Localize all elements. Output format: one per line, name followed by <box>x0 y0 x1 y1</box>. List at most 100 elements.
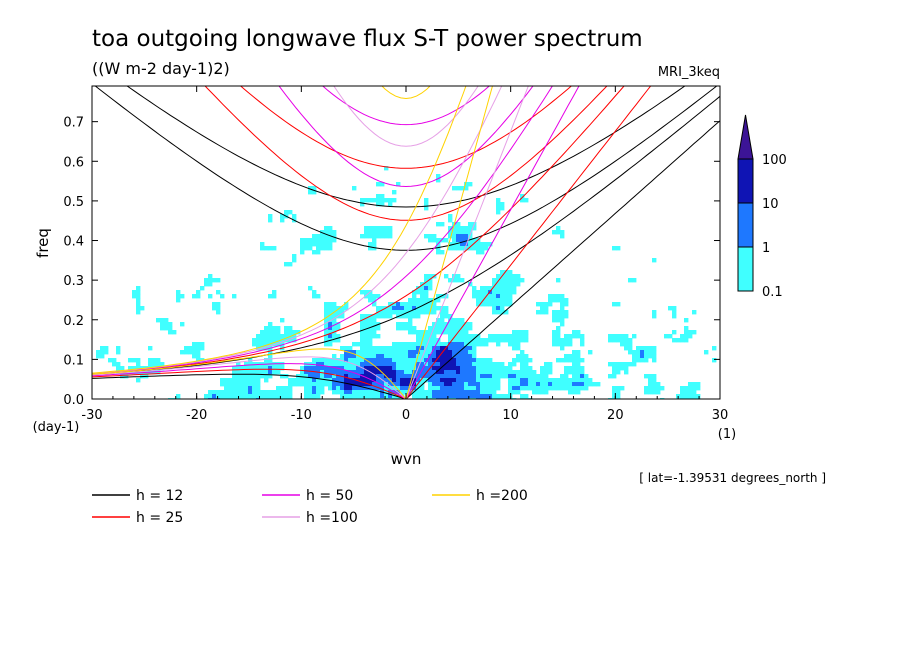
heatmap-cell <box>448 374 453 379</box>
heatmap-cell <box>368 234 373 239</box>
heatmap-cell <box>504 282 509 287</box>
heatmap-cell <box>428 362 433 367</box>
heatmap-cell <box>248 394 253 399</box>
heatmap-cell <box>420 362 425 367</box>
heatmap-cell <box>272 246 277 251</box>
heatmap-cell <box>212 306 217 311</box>
rossby-wave-curve <box>92 373 407 399</box>
heatmap-cell <box>400 342 405 347</box>
heatmap-cell <box>580 338 585 343</box>
heatmap-cell <box>572 378 577 383</box>
dispersion-curve-group <box>92 86 580 399</box>
heatmap-cell <box>568 342 573 347</box>
heatmap-cell <box>300 242 305 247</box>
heatmap-cell <box>324 370 329 375</box>
heatmap-cell <box>116 366 121 371</box>
heatmap-cell <box>416 350 421 355</box>
heatmap-cell <box>476 250 481 255</box>
heatmap-cell <box>484 386 489 391</box>
heatmap-cell <box>460 234 465 239</box>
heatmap-cell <box>420 390 425 395</box>
heatmap-cell <box>416 330 421 335</box>
x-tick-label: 10 <box>502 408 519 423</box>
heatmap-cell <box>468 226 473 231</box>
heatmap-cell <box>448 346 453 351</box>
heatmap-cell <box>432 338 437 343</box>
heatmap-cell <box>452 378 457 383</box>
heatmap-cell <box>180 350 185 355</box>
heatmap-cell <box>156 318 161 323</box>
heatmap-cell <box>504 374 509 379</box>
heatmap-cell <box>204 278 209 283</box>
heatmap-cell <box>396 370 401 375</box>
heatmap-cell <box>200 342 205 347</box>
heatmap-cell <box>280 214 285 219</box>
heatmap-cell <box>468 242 473 247</box>
heatmap-cell <box>460 226 465 231</box>
heatmap-cell <box>228 382 233 387</box>
heatmap-cell <box>448 382 453 387</box>
heatmap-cell <box>452 394 457 399</box>
heatmap-cell <box>268 358 273 363</box>
heatmap-cell <box>128 358 133 363</box>
heatmap-cell <box>548 366 553 371</box>
heatmap-cell <box>444 306 449 311</box>
heatmap-cell <box>136 286 141 291</box>
heatmap-cell <box>572 386 577 391</box>
heatmap-cell <box>564 342 569 347</box>
heatmap-cell <box>576 334 581 339</box>
heatmap-cell <box>176 294 181 299</box>
heatmap-cell <box>468 354 473 359</box>
heatmap-cell <box>356 362 361 367</box>
heatmap-cell <box>480 250 485 255</box>
heatmap-cell <box>452 238 457 243</box>
heatmap-cell <box>512 278 517 283</box>
heatmap-cell <box>464 386 469 391</box>
heatmap-cell <box>640 354 645 359</box>
heatmap-cell <box>336 358 341 363</box>
heatmap-cell <box>496 278 501 283</box>
heatmap-cell <box>232 382 237 387</box>
heatmap-cell <box>404 362 409 367</box>
heatmap-cell <box>384 362 389 367</box>
colorbar-segment <box>737 158 754 204</box>
heatmap-cell <box>324 362 329 367</box>
heatmap-cell <box>260 366 265 371</box>
heatmap-cell <box>356 382 361 387</box>
heatmap-cell <box>436 238 441 243</box>
heatmap-cell <box>460 350 465 355</box>
heatmap-cell <box>232 370 237 375</box>
heatmap-cell <box>452 322 457 327</box>
heatmap-cell <box>308 386 313 391</box>
heatmap-cell <box>472 354 477 359</box>
heatmap-cell <box>128 366 133 371</box>
heatmap-cell <box>400 314 405 319</box>
heatmap-cell <box>476 362 481 367</box>
heatmap-cell <box>380 358 385 363</box>
heatmap-cell <box>404 390 409 395</box>
heatmap-cell <box>312 238 317 243</box>
x-axis-label: wvn <box>391 450 422 468</box>
heatmap-cell <box>424 354 429 359</box>
heatmap-cell <box>344 378 349 383</box>
heatmap-cell <box>312 370 317 375</box>
heatmap-cell <box>424 350 429 355</box>
heatmap-cell <box>360 234 365 239</box>
heatmap-cell <box>412 330 417 335</box>
heatmap-cell <box>332 234 337 239</box>
heatmap-cell <box>564 378 569 383</box>
heatmap-cell <box>612 390 617 395</box>
heatmap-cell <box>324 230 329 235</box>
heatmap-cell <box>316 250 321 255</box>
heatmap-cell <box>624 342 629 347</box>
heatmap-cell <box>340 354 345 359</box>
heatmap-cell <box>376 370 381 375</box>
heatmap-cell <box>364 234 369 239</box>
heatmap-cell <box>616 302 621 307</box>
heatmap-cell <box>136 306 141 311</box>
heatmap-cell <box>380 394 385 399</box>
heatmap-cell <box>472 378 477 383</box>
heatmap-cell <box>364 226 369 231</box>
heatmap-cell <box>548 378 553 383</box>
heatmap-cell <box>624 366 629 371</box>
